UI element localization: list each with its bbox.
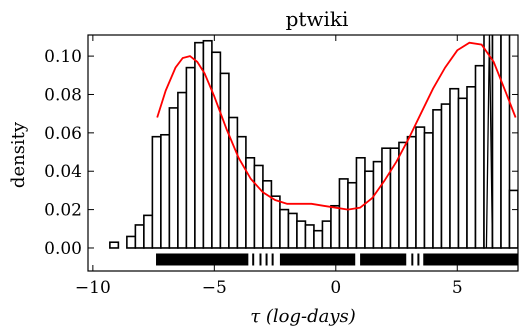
histogram-bar: [287, 212, 298, 249]
histogram-bar: [491, 35, 502, 249]
histogram-bar: [381, 147, 392, 249]
histogram-bar: [143, 214, 154, 249]
histogram-bar: [440, 103, 451, 249]
rug-block: [156, 253, 249, 266]
y-tick-label: 0.08: [44, 85, 82, 105]
histogram-bar: [500, 35, 511, 249]
histogram-bar: [466, 86, 477, 249]
histogram-bar: [279, 208, 290, 249]
density-curve-group: [156, 35, 517, 248]
rug-block: [423, 253, 518, 266]
y-axis-label: density: [8, 121, 29, 188]
histogram-bar: [194, 41, 205, 249]
histogram-bar: [185, 66, 196, 249]
histogram-bar: [109, 241, 120, 249]
histogram-bar: [330, 204, 341, 249]
histogram-bar: [253, 164, 264, 249]
histogram-bar: [372, 160, 383, 249]
histogram-bar: [449, 87, 460, 249]
histogram-bar: [338, 178, 349, 249]
histogram-bar: [151, 135, 162, 249]
histogram-bar: [177, 91, 188, 249]
x-tick-label: 5: [452, 278, 463, 298]
histogram-bar: [270, 195, 281, 249]
histogram-bar: [432, 109, 443, 249]
histogram-bar: [304, 224, 315, 249]
histogram-bar: [347, 181, 358, 249]
y-tick-label: 0.04: [44, 162, 82, 182]
histogram-bar: [423, 132, 434, 249]
histogram-bar: [474, 64, 485, 249]
histogram-bar: [134, 224, 145, 249]
histogram-bars: [109, 35, 518, 249]
histogram-bar: [168, 107, 179, 249]
x-tick-label: −5: [202, 278, 227, 298]
histogram-bar: [457, 97, 468, 249]
histogram-bar: [406, 135, 417, 249]
x-tick-label: −10: [75, 278, 111, 298]
histogram-bar: [321, 220, 332, 249]
histogram-bar: [126, 235, 137, 249]
histogram-bar: [219, 72, 230, 249]
rug-marks: [156, 253, 518, 266]
histogram-bar: [398, 141, 409, 249]
histogram-bar: [364, 170, 375, 249]
density-curve: [156, 41, 517, 211]
x-axis-label: τ (log-days): [250, 306, 356, 327]
histogram-bar: [262, 180, 273, 249]
plot-frame: [87, 34, 519, 272]
axes: 0.00 0.02 0.04 0.06 0.08 0.10 −10 −5 0 5: [44, 34, 519, 298]
histogram-bar: [508, 189, 518, 249]
y-tick-label: 0.00: [44, 239, 82, 259]
y-tick-label: 0.10: [44, 47, 82, 67]
x-tick-label: 0: [330, 278, 341, 298]
chart-title: ptwiki: [286, 7, 349, 31]
y-tick-label: 0.06: [44, 124, 82, 144]
histogram-bar: [355, 156, 366, 249]
histogram-bar: [160, 133, 171, 249]
rug-block: [360, 253, 407, 266]
histogram-bar: [211, 51, 222, 249]
histogram-bar: [415, 126, 426, 249]
spike-line: [485, 35, 494, 248]
histogram-bar: [236, 135, 247, 249]
y-tick-label: 0.02: [44, 201, 82, 221]
histogram-bar: [313, 229, 324, 249]
rug-block: [279, 253, 356, 266]
histogram-bar: [296, 220, 307, 249]
